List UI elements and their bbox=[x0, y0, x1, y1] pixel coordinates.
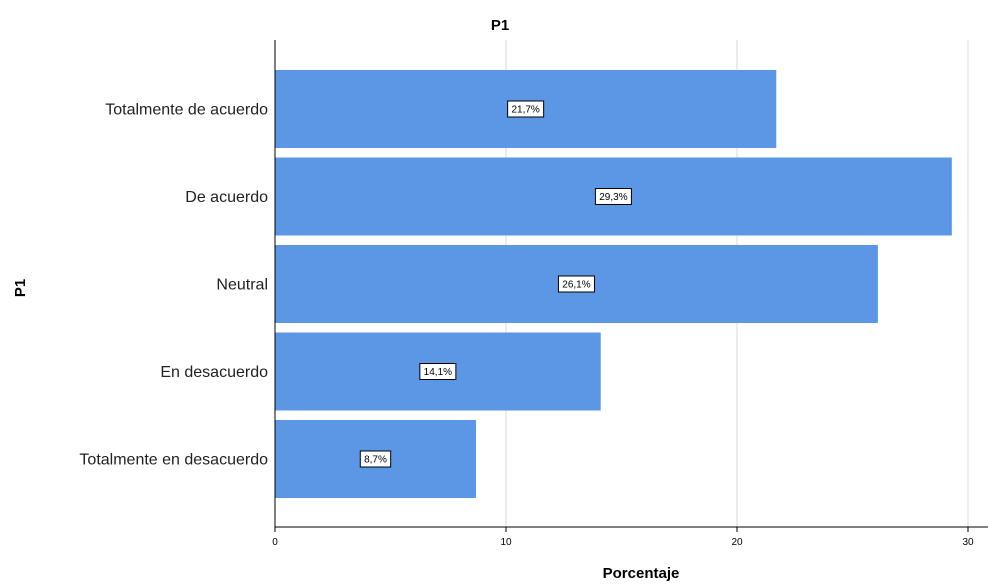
data-label-box bbox=[359, 450, 392, 468]
x-tick-label: 10 bbox=[500, 537, 512, 548]
data-label-text: 8,7% bbox=[364, 455, 387, 466]
category-label: Neutral bbox=[216, 277, 268, 294]
axes bbox=[274, 40, 988, 532]
data-label-text: 21,7% bbox=[511, 105, 539, 116]
x-tick-label: 30 bbox=[962, 537, 974, 548]
category-labels: Totalmente de acuerdo De acuerdo Neutral En… bbox=[79, 102, 268, 469]
data-labels: 21,7% 29,3% 26,1% 14,1% 8,7% bbox=[359, 100, 632, 468]
data-label: 21,7% bbox=[507, 100, 545, 118]
data-label: 14,1% bbox=[419, 363, 457, 380]
data-label-text: 14,1% bbox=[424, 367, 452, 378]
x-tick-label: 20 bbox=[731, 537, 743, 548]
data-label-text: 26,1% bbox=[562, 280, 590, 291]
data-label-box bbox=[557, 275, 595, 293]
category-label: Totalmente de acuerdo bbox=[105, 102, 268, 119]
data-label-box bbox=[594, 188, 632, 205]
category-label: Totalmente en desacuerdo bbox=[79, 452, 268, 469]
chart-title: P1 bbox=[491, 17, 509, 34]
x-tick-label: 0 bbox=[272, 537, 278, 548]
data-label-box bbox=[507, 100, 545, 118]
data-label: 26,1% bbox=[557, 275, 595, 293]
category-label: De acuerdo bbox=[185, 189, 268, 206]
category-label: En desacuerdo bbox=[160, 364, 268, 381]
data-label: 29,3% bbox=[594, 188, 632, 205]
data-label-text: 29,3% bbox=[599, 192, 627, 203]
x-tick-labels: 0 10 20 30 bbox=[272, 537, 974, 548]
data-label-box bbox=[419, 363, 457, 380]
data-label: 8,7% bbox=[359, 450, 392, 468]
y-axis-title: P1 bbox=[12, 279, 29, 297]
bars bbox=[275, 70, 952, 498]
x-axis-title: Porcentaje bbox=[603, 565, 680, 582]
